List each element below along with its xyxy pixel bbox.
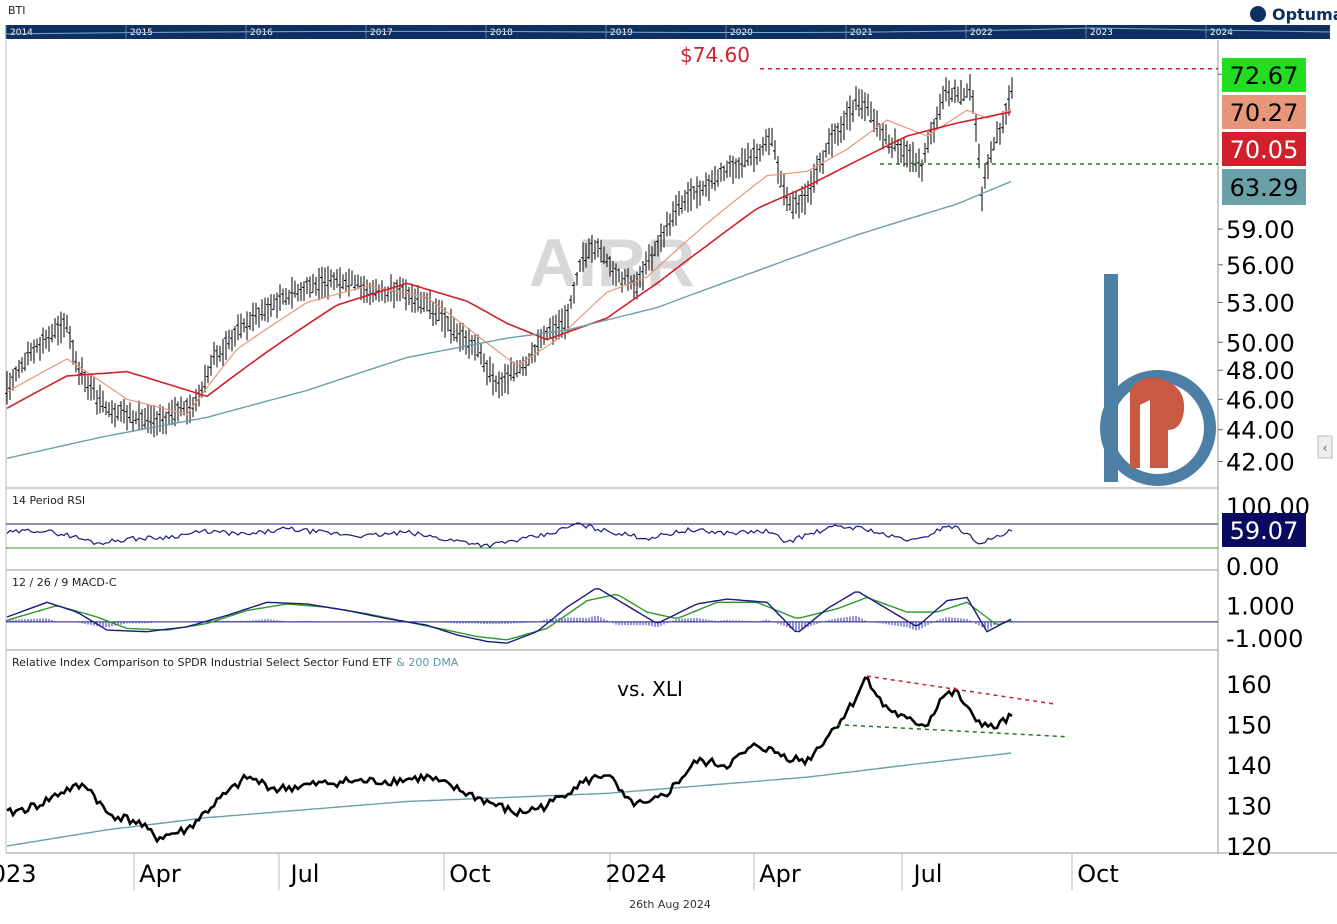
badge-rsi-text: 59.07 bbox=[1230, 517, 1299, 545]
price-axis-tick: 44.00 bbox=[1226, 417, 1295, 445]
macd-histogram bbox=[6, 615, 1013, 631]
badge-ma-fast bbox=[1222, 95, 1306, 129]
macd-signal-line bbox=[6, 593, 1012, 641]
relative-dma-line bbox=[6, 752, 1012, 847]
badge-price bbox=[1222, 58, 1306, 92]
optuma-icon bbox=[1250, 6, 1266, 22]
overview-year: 2020 bbox=[730, 28, 753, 38]
overview-year: 2018 bbox=[490, 28, 513, 38]
x-axis-tick: Oct bbox=[1077, 860, 1119, 888]
macd-title: 12 / 26 / 9 MACD-C bbox=[12, 576, 117, 589]
macd-line bbox=[6, 588, 1012, 644]
x-axis-tick: Apr bbox=[759, 860, 801, 888]
badge-ma-fast-text: 70.27 bbox=[1230, 99, 1299, 127]
price-series-ma-slow bbox=[6, 180, 1012, 459]
last-value-badges: 72.67 70.27 70.05 63.29 59.07 bbox=[1222, 58, 1306, 547]
overview-year: 2021 bbox=[850, 28, 873, 38]
macd-axis-tick: -1.000 bbox=[1226, 625, 1303, 653]
overview-year: 2024 bbox=[1210, 28, 1233, 38]
x-axis-tick: 2024 bbox=[605, 860, 666, 888]
badge-ma-slow-text: 63.29 bbox=[1230, 174, 1299, 202]
x-axis-tick: Oct bbox=[449, 860, 491, 888]
badge-ma-slow bbox=[1222, 169, 1306, 205]
relative-title: Relative Index Comparison to SPDR Indust… bbox=[12, 656, 459, 669]
rsi-line bbox=[6, 522, 1013, 549]
relative-label: vs. XLI bbox=[617, 677, 683, 701]
footer-date: 26th Aug 2024 bbox=[629, 898, 711, 911]
badge-price-text: 72.67 bbox=[1230, 62, 1299, 90]
scroll-handle-box[interactable] bbox=[1317, 435, 1333, 459]
overview-year: 2022 bbox=[970, 28, 993, 38]
price-axis-tick: 50.00 bbox=[1226, 329, 1295, 357]
plot-layer bbox=[5, 67, 1218, 847]
ticker-label: BTI bbox=[8, 4, 26, 17]
overview-year: 2016 bbox=[250, 28, 273, 38]
overview-year: 2017 bbox=[370, 28, 393, 38]
chevron-left-icon: ‹ bbox=[1323, 441, 1328, 455]
price-axis-tick: 42.00 bbox=[1226, 449, 1295, 477]
x-axis-tick: Apr bbox=[139, 860, 181, 888]
x-axis-tick: Jul bbox=[912, 860, 943, 888]
logo-accent bbox=[1130, 377, 1185, 468]
relative-trendline-resistance bbox=[866, 675, 1058, 706]
price-series-ma-mid bbox=[6, 111, 1012, 410]
relative-axis-tick: 120 bbox=[1226, 833, 1272, 861]
overview-year: 2015 bbox=[130, 28, 153, 38]
relative-line bbox=[6, 676, 1013, 844]
relative-axis-tick: 130 bbox=[1226, 793, 1272, 821]
optuma-logo: Optuma bbox=[1250, 5, 1337, 24]
price-axis-tick: 59.00 bbox=[1226, 216, 1295, 244]
watermark-text: AIRR bbox=[529, 225, 695, 301]
rsi-title: 14 Period RSI bbox=[12, 494, 85, 507]
logo-bowl bbox=[1100, 370, 1216, 486]
rsi-axis-tick: 0.00 bbox=[1226, 553, 1279, 581]
badge-rsi bbox=[1222, 513, 1306, 547]
relative-axis-tick: 150 bbox=[1226, 712, 1272, 740]
overview-year: 2019 bbox=[610, 28, 633, 38]
price-series-ma-fast bbox=[6, 109, 1012, 415]
relative-title-suffix: & 200 DMA bbox=[396, 656, 459, 669]
overview-year: 2014 bbox=[10, 28, 33, 38]
optuma-brand: Optuma bbox=[1272, 5, 1337, 24]
overview-line bbox=[5, 27, 1331, 35]
badge-ma-mid bbox=[1222, 132, 1306, 166]
x-axis-tick: Jul bbox=[289, 860, 320, 888]
relative-title-main: Relative Index Comparison to SPDR Indust… bbox=[12, 656, 392, 669]
brand-logo bbox=[1100, 274, 1216, 486]
relative-trendline-support bbox=[836, 723, 1068, 738]
relative-axis-tick: 140 bbox=[1226, 752, 1272, 780]
price-axis-tick: 53.00 bbox=[1226, 289, 1295, 317]
resistance-price-label: $74.60 bbox=[680, 43, 750, 67]
x-axis-tick: 2023 bbox=[0, 860, 37, 888]
badge-ma-mid-text: 70.05 bbox=[1230, 136, 1299, 164]
scroll-handle[interactable]: ‹ bbox=[1317, 435, 1333, 459]
overview-year: 2023 bbox=[1090, 28, 1113, 38]
price-axis-tick: 56.00 bbox=[1226, 252, 1295, 280]
relative-axis-tick: 160 bbox=[1226, 671, 1272, 699]
price-axis-tick: 48.00 bbox=[1226, 357, 1295, 385]
price-bars bbox=[5, 73, 1013, 438]
price-axis-tick: 46.00 bbox=[1226, 386, 1295, 414]
macd-axis-tick: 1.000 bbox=[1226, 593, 1295, 621]
